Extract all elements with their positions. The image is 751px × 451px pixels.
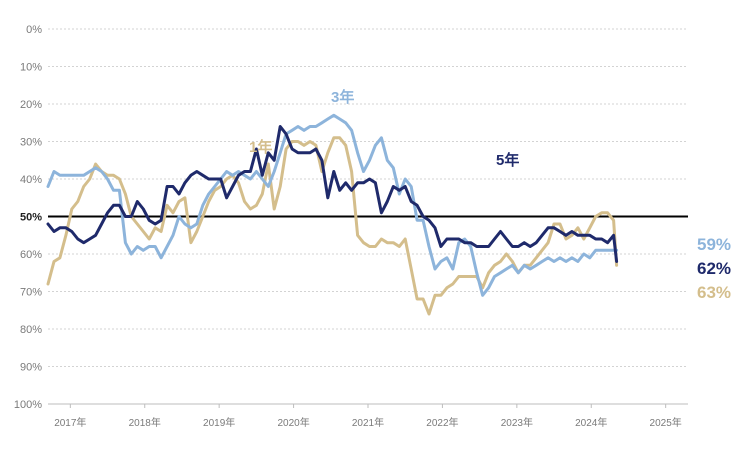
series-line-5y [46, 125, 619, 263]
series-line-1y [46, 136, 619, 316]
series-labels: 1年 3年 5年 59% 62% 63% [249, 88, 731, 302]
x-tick-label: 2024年 [575, 416, 607, 429]
x-tick-label: 2017年 [54, 416, 86, 429]
x-tick-label: 2022年 [426, 416, 458, 429]
x-tick-label: 2018年 [129, 416, 161, 429]
y-tick-label: 80% [20, 324, 42, 336]
y-tick-label: 100% [14, 399, 42, 411]
series-line-3y [46, 113, 619, 297]
y-tick-label: 30% [20, 137, 42, 149]
y-axis-ticks: 0% 10% 20% 30% 40% 50% 60% 70% 80% 90% 100% [14, 24, 42, 411]
y-tick-label: 50% [20, 212, 42, 224]
series-label-5y: 5年 [496, 151, 519, 169]
series-lines [46, 113, 619, 316]
x-tick-label: 2021年 [352, 416, 384, 429]
y-tick-label: 40% [20, 174, 42, 186]
y-tick-label: 90% [20, 362, 42, 374]
end-label-1y: 63% [697, 283, 731, 302]
end-label-5y: 62% [697, 259, 731, 278]
x-tick-label: 2019年 [203, 416, 235, 429]
y-tick-label: 60% [20, 249, 42, 261]
y-tick-label: 0% [26, 24, 42, 36]
series-label-1y: 1年 [249, 138, 272, 156]
x-tick-label: 2020年 [277, 416, 309, 429]
end-label-3y: 59% [697, 235, 731, 254]
y-tick-label: 10% [20, 62, 42, 74]
x-tick-label: 2025年 [650, 416, 682, 429]
y-tick-label: 20% [20, 99, 42, 111]
x-tick-label: 2023年 [501, 416, 533, 429]
y-tick-label: 70% [20, 287, 42, 299]
series-label-3y: 3年 [331, 88, 354, 106]
x-axis-ticks: 2017年 2018年 2019年 2020年 2021年 2022年 2023年 2024年… [54, 404, 682, 429]
